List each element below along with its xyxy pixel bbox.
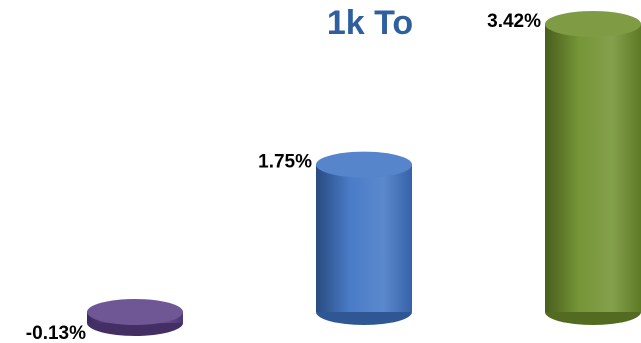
bar-top — [316, 151, 412, 178]
bar — [87, 299, 183, 336]
bar-body — [316, 164, 412, 312]
bar — [545, 11, 641, 325]
bars-layer — [87, 11, 641, 336]
data-label: 3.42% — [487, 11, 541, 32]
data-label: 1.75% — [258, 152, 312, 173]
chart-title: 1k To — [327, 4, 413, 42]
bar-top — [545, 11, 641, 38]
bar — [316, 151, 412, 325]
bar-body — [545, 24, 641, 312]
bar-top — [87, 299, 183, 325]
data-label: -0.13% — [26, 323, 86, 343]
data-labels-layer: -0.13% 1.75% 3.42% — [26, 11, 541, 343]
